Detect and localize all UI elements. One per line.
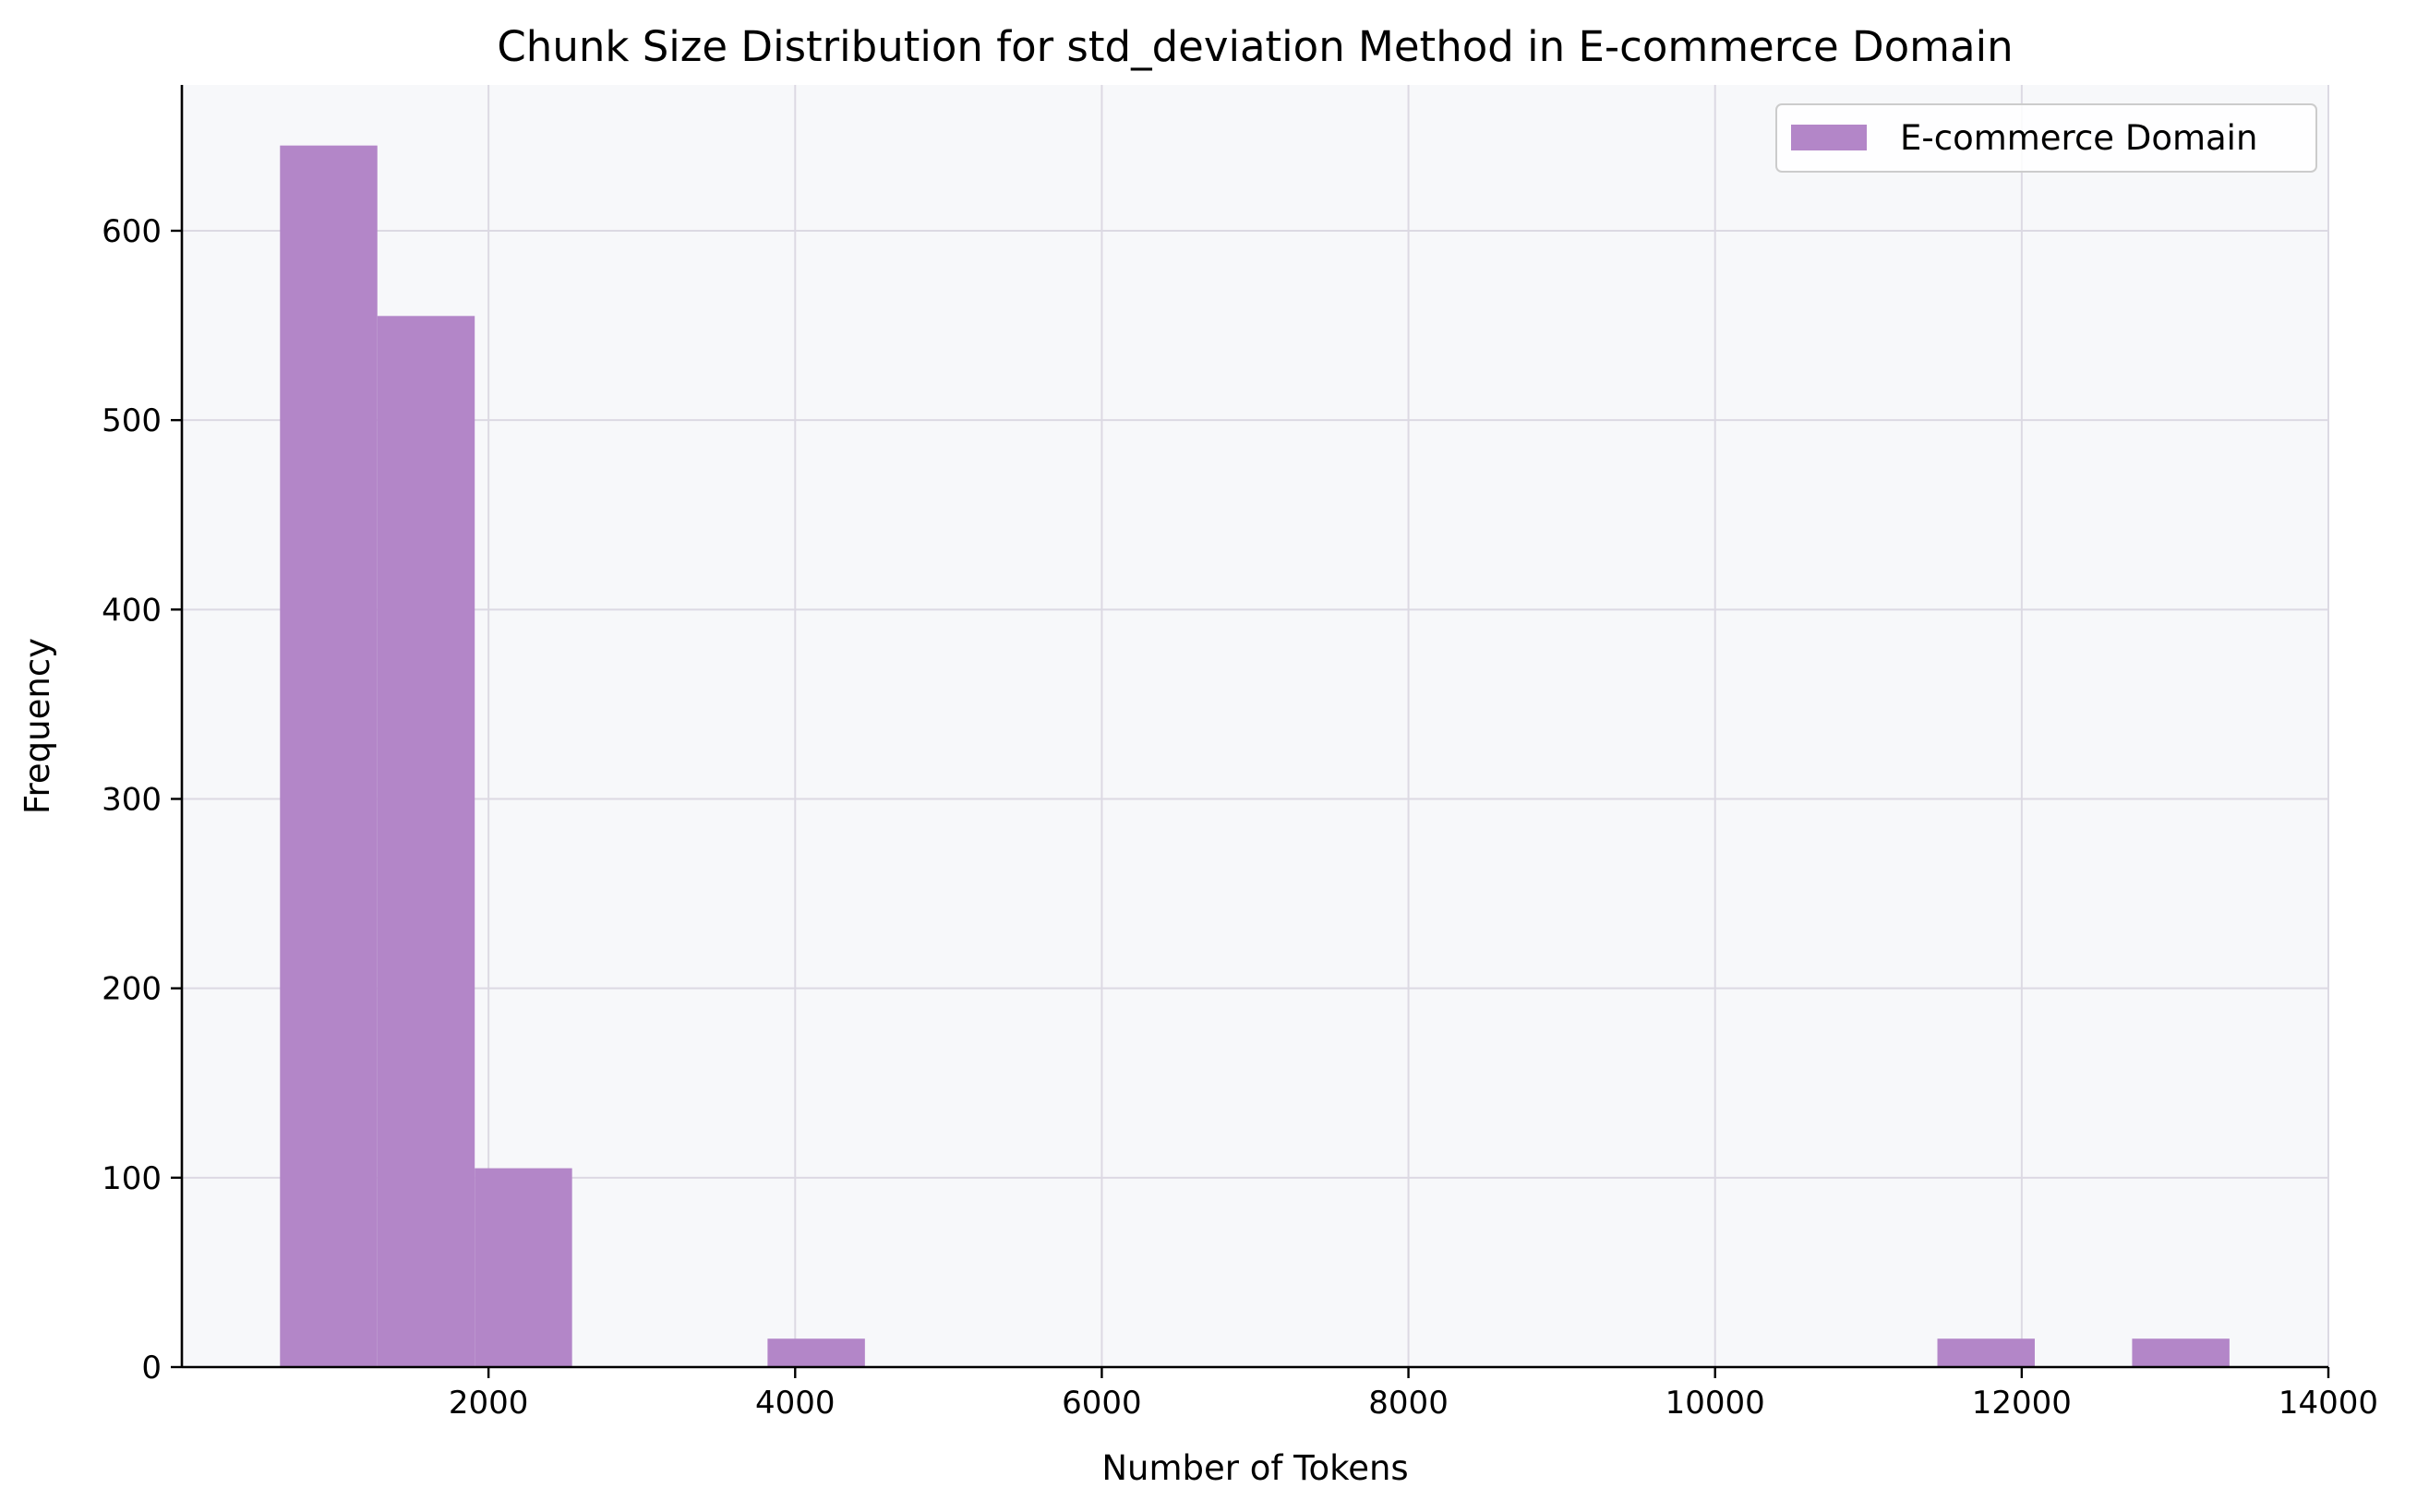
x-tick-label: 12000 [1972, 1385, 2072, 1422]
x-tick-label: 2000 [449, 1385, 529, 1422]
y-tick-label: 400 [102, 592, 162, 629]
chart-title: Chunk Size Distribution for std_deviatio… [497, 22, 2013, 71]
axes-layer [180, 85, 2328, 1369]
histogram-bar [767, 1338, 865, 1367]
histogram-bar [475, 1168, 572, 1367]
x-axis-label: Number of Tokens [1101, 1448, 1408, 1488]
x-tick-label: 8000 [1368, 1385, 1449, 1422]
legend-label: E-commerce Domain [1900, 118, 2257, 158]
legend-box [1775, 103, 2317, 173]
legend-swatch [1791, 125, 1867, 150]
bars-layer [280, 145, 2230, 1368]
histogram-bar [280, 145, 378, 1368]
y-tick-label: 600 [102, 213, 162, 250]
histogram-bar [1937, 1338, 2035, 1367]
plot-background [182, 85, 2328, 1367]
x-tick-label: 10000 [1665, 1385, 1765, 1422]
y-axis-label: Frequency [18, 638, 57, 814]
legend: E-commerce Domain [1775, 103, 2317, 173]
ticks-layer: 2000 4000 6000 8000 10000 12000 14000 0 100 200 30… [102, 213, 2378, 1422]
y-tick-label: 300 [102, 781, 162, 818]
histogram-bar [377, 316, 475, 1367]
y-tick-label: 0 [141, 1350, 162, 1386]
y-tick-label: 100 [102, 1160, 162, 1197]
x-tick-label: 4000 [755, 1385, 836, 1422]
x-tick-label: 14000 [2279, 1385, 2378, 1422]
x-tick-label: 6000 [1062, 1385, 1142, 1422]
y-tick-label: 500 [102, 402, 162, 439]
histogram-bar [2132, 1338, 2230, 1367]
y-tick-label: 200 [102, 971, 162, 1008]
